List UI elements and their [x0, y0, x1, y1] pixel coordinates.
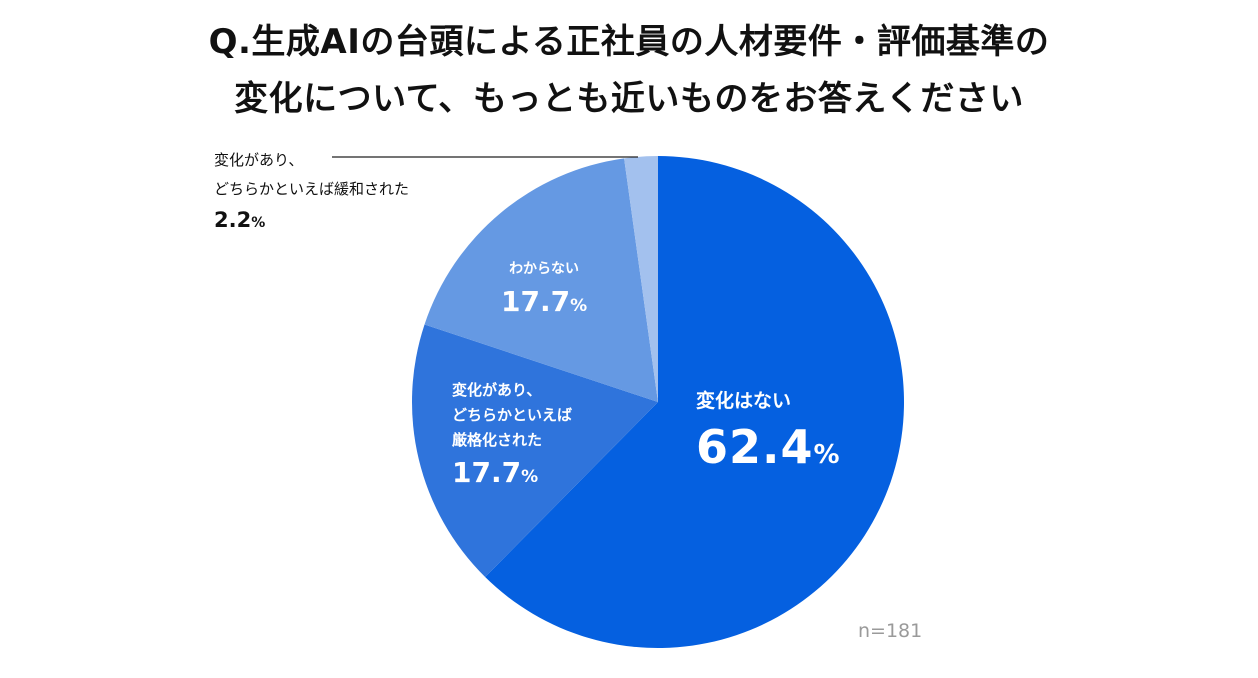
slice-value: 17.7%	[452, 456, 539, 489]
slice-stricter	[411, 324, 658, 578]
slice-label-stricter: 変化があり、 どちらかといえば 厳格化された 17.7%	[452, 378, 572, 497]
slice-name: わからない	[509, 261, 580, 277]
slice-name: 変化はない	[696, 390, 792, 412]
slice-value: 17.7%	[501, 285, 588, 318]
slice-value: 62.4%	[696, 420, 841, 474]
slice-name: 変化があり、 どちらかといえば 厳格化された	[452, 381, 573, 449]
slice-label-no-change: 変化はない 62.4%	[696, 386, 841, 486]
slice-name: 変化があり、 どちらかといえば緩和された	[214, 151, 410, 198]
chart-title-line-1: Q.生成AIの台頭による正社員の人材要件・評価基準の	[208, 22, 1050, 62]
sample-size: n=181	[858, 620, 923, 642]
chart-title-line-2: 変化について、もっとも近いものをお答えください	[234, 79, 1024, 119]
slice-no-change	[485, 156, 905, 648]
slice-value: 2.2%	[214, 208, 266, 232]
slice-label-eased: 変化があり、 どちらかといえば緩和された 2.2%	[214, 146, 409, 239]
chart-title: Q.生成AIの台頭による正社員の人材要件・評価基準の 変化について、もっとも近い…	[0, 14, 1258, 128]
slice-label-unknown: わからない 17.7%	[501, 257, 587, 326]
slice-eased	[624, 156, 658, 402]
pie-slices	[411, 156, 905, 648]
slice-unknown	[424, 158, 658, 402]
